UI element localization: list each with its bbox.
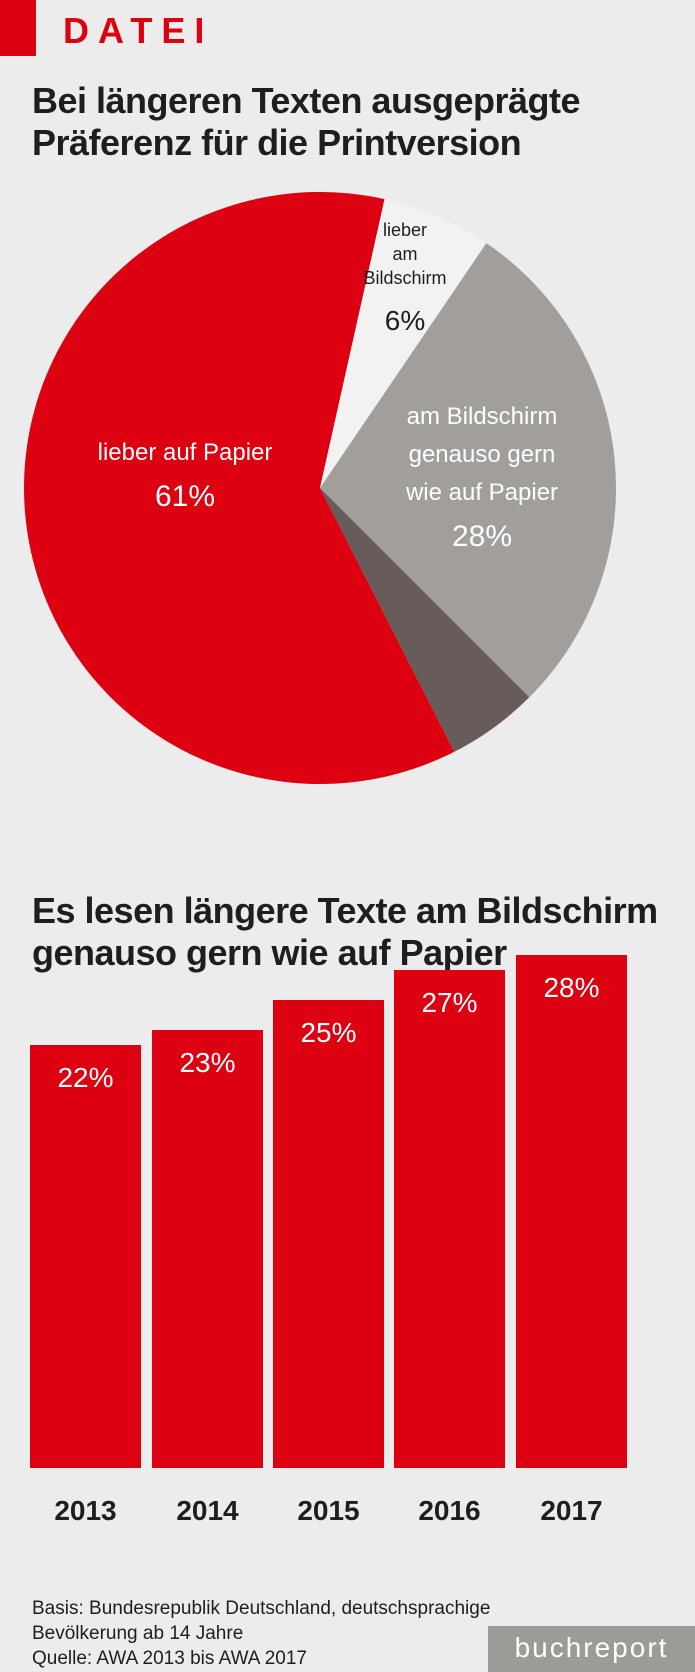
bar bbox=[152, 1030, 263, 1468]
x-tick-label: 2013 bbox=[54, 1495, 116, 1526]
x-tick-label: 2017 bbox=[540, 1495, 602, 1526]
pie-slice-label: am bbox=[392, 244, 417, 264]
pie-slice bbox=[24, 192, 455, 784]
pie-slice bbox=[320, 199, 487, 488]
pie-slice-label: lieber bbox=[383, 220, 427, 240]
pie-slice-label: lieber auf Papier bbox=[98, 439, 273, 466]
pie-slice-label: genauso gern bbox=[409, 441, 556, 468]
bar bbox=[273, 1000, 384, 1468]
note-line: Basis: Bundesrepublik Deutschland, deuts… bbox=[32, 1598, 491, 1619]
pie-slice-label: am Bildschirm bbox=[407, 403, 558, 430]
pie-value-label: 6% bbox=[385, 305, 425, 336]
bar-value-label: 23% bbox=[179, 1047, 235, 1078]
pie-slice-label: Bildschirm bbox=[363, 268, 446, 288]
source-notes: Basis: Bundesrepublik Deutschland, deuts… bbox=[32, 1596, 490, 1671]
pie-slice bbox=[320, 243, 616, 698]
bar-value-label: 25% bbox=[300, 1017, 356, 1048]
kicker-block bbox=[0, 0, 36, 56]
note-line: Quelle: AWA 2013 bis AWA 2017 bbox=[32, 1648, 307, 1669]
brand-logo: buchreport bbox=[488, 1626, 695, 1672]
pie-slice bbox=[320, 488, 530, 752]
bar-value-label: 28% bbox=[543, 972, 599, 1003]
bar-chart-title: Es lesen längere Texte am Bildschirm gen… bbox=[32, 890, 658, 973]
bar bbox=[516, 955, 627, 1468]
bar bbox=[30, 1045, 141, 1468]
note-line: Bevölkerung ab 14 Jahre bbox=[32, 1623, 244, 1644]
x-tick-label: 2014 bbox=[176, 1495, 239, 1526]
pie-value-label: 28% bbox=[452, 520, 512, 553]
pie-chart-title: Bei längeren Texten ausgeprägte Präferen… bbox=[32, 80, 581, 163]
bar-value-label: 27% bbox=[421, 987, 477, 1018]
pie-value-label: 61% bbox=[155, 480, 215, 513]
x-tick-label: 2016 bbox=[418, 1495, 480, 1526]
x-tick-label: 2015 bbox=[297, 1495, 359, 1526]
bar bbox=[394, 970, 505, 1468]
section-kicker: DATEI bbox=[63, 10, 214, 51]
bar-value-label: 22% bbox=[57, 1062, 113, 1093]
pie-slice-label: wie auf Papier bbox=[405, 479, 558, 506]
